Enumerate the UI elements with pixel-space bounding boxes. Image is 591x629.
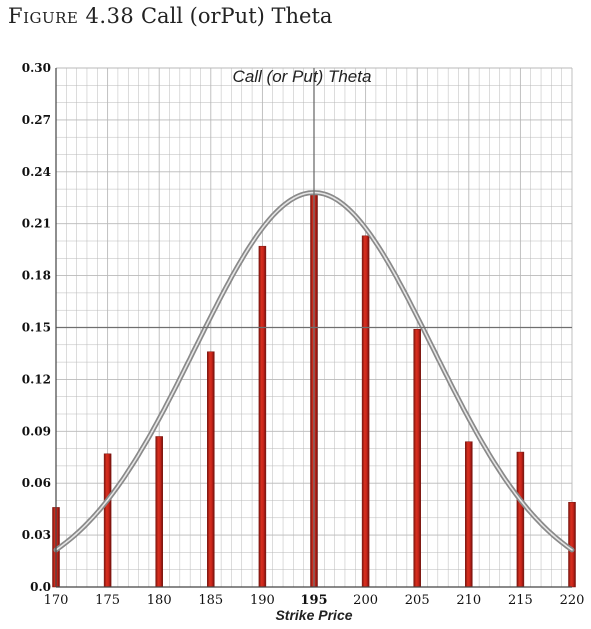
bar-180 — [155, 436, 163, 588]
x-tick-label: 185 — [198, 593, 223, 608]
reference-lines — [56, 68, 572, 587]
figure-title: Call (orPut) Theta — [140, 4, 333, 28]
bar-185 — [207, 351, 215, 588]
y-tick-label: 0.0 — [30, 580, 51, 594]
x-tick-label: 215 — [508, 593, 533, 608]
bar-205 — [413, 328, 421, 588]
x-tick-label: 220 — [560, 593, 585, 608]
y-tick-label: 0.18 — [22, 269, 51, 283]
x-tick-label: 205 — [405, 593, 430, 608]
x-tick-label: 210 — [456, 593, 481, 608]
y-tick-label: 0.24 — [22, 165, 51, 179]
x-tick-label: 190 — [250, 593, 275, 608]
bar-175 — [103, 453, 112, 588]
y-tick-label: 0.09 — [22, 424, 51, 438]
y-tick-labels: 0.0 0.03 0.06 0.09 0.12 0.15 0.18 0.21 0.24 0.27 0… — [22, 61, 51, 594]
y-tick-label: 0.27 — [22, 113, 51, 127]
y-tick-label: 0.03 — [22, 528, 51, 542]
x-tick-labels: 170 175 180 185 190 195 200 205 210 215 220 — [44, 593, 585, 608]
y-tick-label: 0.15 — [22, 321, 51, 335]
x-tick-label: 170 — [44, 593, 69, 608]
figure-caption: Figure 4.38 Call (orPut) Theta — [8, 4, 332, 28]
figure-number: Figure 4.38 — [8, 4, 135, 28]
axes — [55, 68, 572, 588]
y-tick-label: 0.21 — [22, 217, 51, 231]
x-tick-label: 175 — [95, 593, 120, 608]
x-axis-label: Strike Price — [275, 607, 352, 623]
bar-210 — [465, 441, 473, 588]
x-tick-label: 200 — [353, 593, 378, 608]
y-tick-label: 0.12 — [22, 372, 51, 386]
x-tick-label: 195 — [300, 593, 327, 608]
chart-title: Call (or Put) Theta — [233, 67, 372, 86]
bar-220 — [568, 501, 576, 588]
bar-215 — [516, 451, 525, 588]
y-tick-label: 0.06 — [22, 476, 51, 490]
bar-190 — [258, 245, 267, 588]
bar-200 — [361, 235, 370, 588]
x-tick-label: 180 — [147, 593, 172, 608]
y-tick-label: 0.30 — [22, 61, 51, 75]
